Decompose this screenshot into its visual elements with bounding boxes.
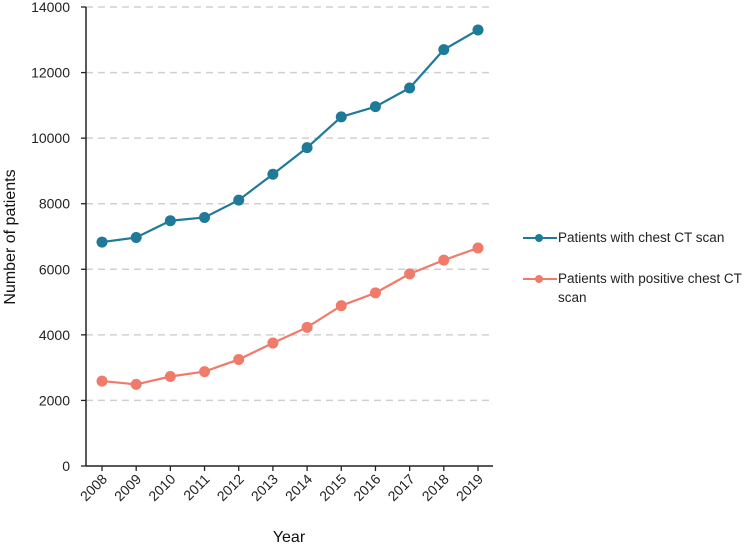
data-point xyxy=(335,111,347,123)
x-tick-label: 2012 xyxy=(214,471,247,504)
x-tick-label: 2016 xyxy=(350,471,383,504)
legend-marker-chest-ct xyxy=(523,234,557,242)
x-tick-label: 2017 xyxy=(384,471,417,504)
data-point xyxy=(472,24,484,36)
series-1 xyxy=(96,24,484,248)
series-line xyxy=(101,246,479,386)
y-tick-label: 14000 xyxy=(31,0,70,15)
data-point xyxy=(164,370,176,382)
data-point xyxy=(233,353,245,365)
legend-item-chest-ct: Patients with chest CT scan xyxy=(520,228,748,247)
legend: Patients with chest CT scan Patients wit… xyxy=(520,228,748,329)
data-point xyxy=(96,236,108,248)
x-tick-label: 2014 xyxy=(282,471,315,504)
y-tick-label: 2000 xyxy=(39,392,70,408)
data-point xyxy=(199,366,211,378)
x-axis-ticks: 2008 2009 2010 2011 2012 2013 2014 2015 2016 2017… xyxy=(77,466,486,504)
legend-marker-positive-ct xyxy=(523,275,557,283)
x-axis-title: Year xyxy=(273,529,306,544)
data-point xyxy=(404,82,416,94)
x-tick-label: 2019 xyxy=(453,471,486,504)
x-tick-label: 2018 xyxy=(419,471,452,504)
data-point xyxy=(130,231,142,243)
y-axis-ticks: 0 2000 4000 6000 8000 10000 12000 14000 xyxy=(31,0,86,474)
grid-lines xyxy=(86,6,493,402)
data-point xyxy=(267,168,279,180)
data-point xyxy=(301,321,313,333)
x-tick-label: 2015 xyxy=(316,471,349,504)
legend-label-chest-ct: Patients with chest CT scan xyxy=(558,230,725,245)
x-tick-label: 2010 xyxy=(145,471,178,504)
y-tick-label: 0 xyxy=(62,458,70,474)
y-tick-label: 6000 xyxy=(39,261,70,277)
data-point xyxy=(199,211,211,223)
data-point xyxy=(267,337,279,349)
y-tick-label: 10000 xyxy=(31,130,70,146)
x-tick-label: 2009 xyxy=(111,471,144,504)
data-point xyxy=(130,378,142,390)
data-point xyxy=(233,194,245,206)
x-tick-label: 2011 xyxy=(180,471,213,504)
y-tick-label: 4000 xyxy=(39,327,70,343)
data-point xyxy=(335,300,347,312)
x-tick-label: 2008 xyxy=(77,471,110,504)
data-point xyxy=(301,142,313,154)
y-tick-label: 12000 xyxy=(31,65,70,81)
legend-label-positive-ct: Patients with positive chest CT scan xyxy=(558,271,742,305)
y-tick-label: 8000 xyxy=(39,196,70,212)
data-point xyxy=(96,375,108,387)
y-axis-title: Number of patients xyxy=(2,169,19,304)
data-point xyxy=(369,101,381,113)
data-point xyxy=(369,287,381,299)
data-point xyxy=(438,44,450,56)
series-2 xyxy=(96,242,484,390)
data-point xyxy=(164,215,176,227)
series-line xyxy=(101,28,479,244)
x-tick-label: 2013 xyxy=(248,471,281,504)
series-layer xyxy=(96,24,484,390)
legend-item-positive-ct: Patients with positive chest CT scan xyxy=(520,269,748,307)
axes xyxy=(85,7,493,467)
data-point xyxy=(472,242,484,254)
data-point xyxy=(438,254,450,266)
data-point xyxy=(404,268,416,280)
